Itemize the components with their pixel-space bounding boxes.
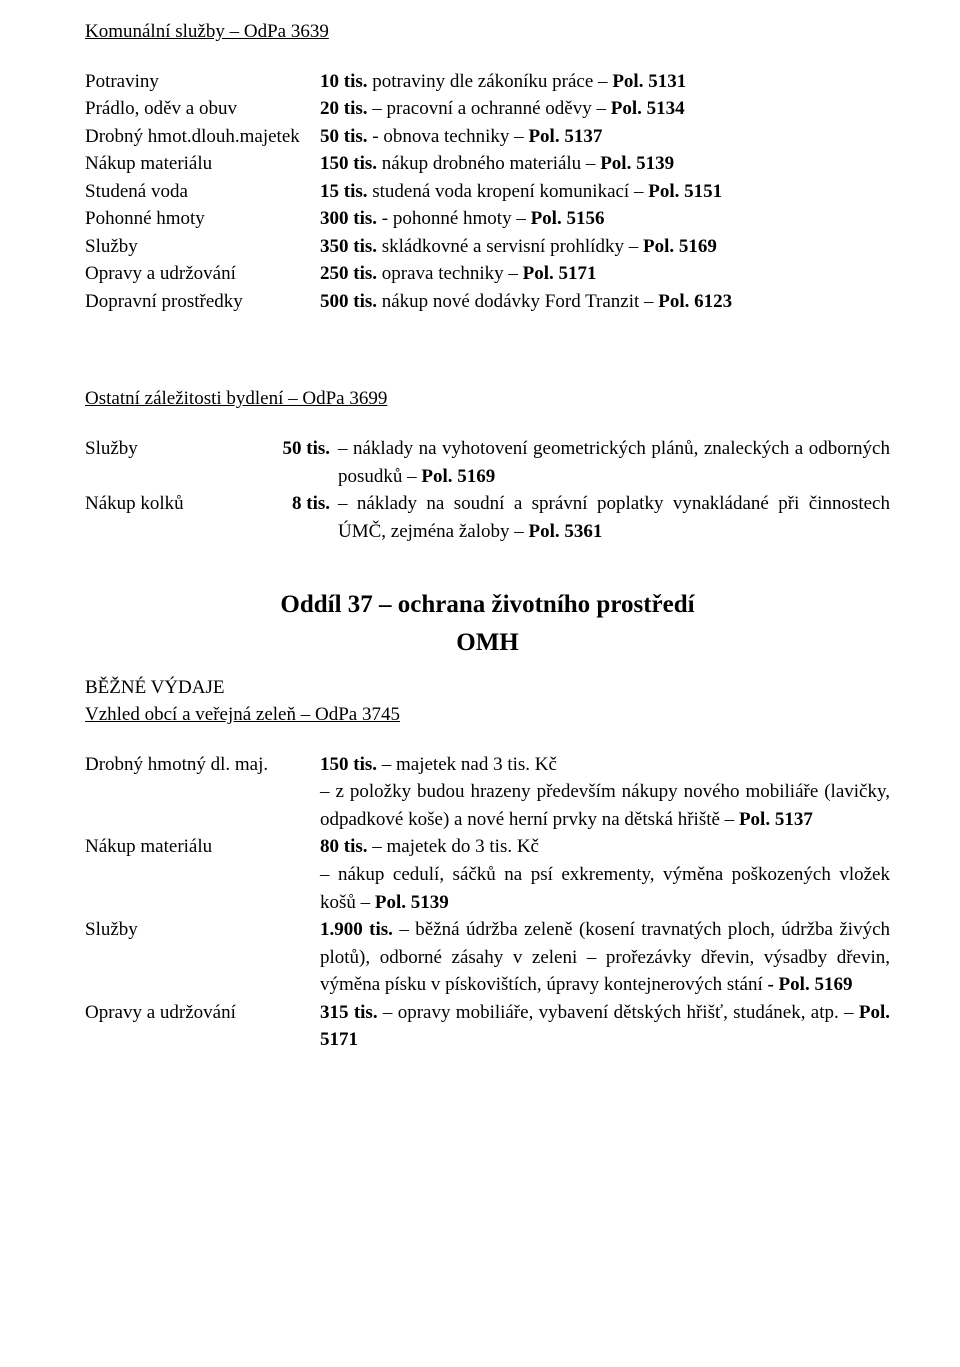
- row-description: – náklady na vyhotovení geometrických pl…: [338, 435, 890, 490]
- table-row: Dopravní prostředky500 tis. nákup nové d…: [85, 288, 890, 316]
- row-label: Opravy a udržování: [85, 260, 320, 288]
- table-row: Studená voda15 tis. studená voda kropení…: [85, 178, 890, 206]
- row-description: 300 tis. - pohonné hmoty – Pol. 5156: [320, 205, 890, 233]
- row-amount: 8 tis.: [260, 490, 338, 518]
- row-description: 20 tis. – pracovní a ochranné oděvy – Po…: [320, 95, 890, 123]
- table-row: Potraviny10 tis. potraviny dle zákoníku …: [85, 68, 890, 96]
- row-description: 350 tis. skládkovné a servisní prohlídky…: [320, 233, 890, 261]
- row-description: 80 tis. – majetek do 3 tis. Kč– nákup ce…: [320, 833, 890, 916]
- row-label: Potraviny: [85, 68, 320, 96]
- row-label: Prádlo, oděv a obuv: [85, 95, 320, 123]
- row-label: Opravy a udržování: [85, 999, 320, 1027]
- row-description: 1.900 tis. – běžná údržba zeleně (kosení…: [320, 916, 890, 999]
- row-description: 50 tis. - obnova techniky – Pol. 5137: [320, 123, 890, 151]
- row-label: Nákup materiálu: [85, 833, 320, 861]
- row-description: 500 tis. nákup nové dodávky Ford Tranzit…: [320, 288, 890, 316]
- table-row: Drobný hmotný dl. maj.150 tis. – majetek…: [85, 751, 890, 834]
- row-label: Nákup kolků: [85, 490, 260, 518]
- table-row: Nákup kolků8 tis.– náklady na soudní a s…: [85, 490, 890, 545]
- table-row: Služby1.900 tis. – běžná údržba zeleně (…: [85, 916, 890, 999]
- row-description: 10 tis. potraviny dle zákoníku práce – P…: [320, 68, 890, 96]
- row-label: Služby: [85, 916, 320, 944]
- document-page: Komunální služby – OdPa 3639 Potraviny10…: [0, 0, 960, 1367]
- table-row: Služby50 tis.– náklady na vyhotovení geo…: [85, 435, 890, 490]
- table-row: Prádlo, oděv a obuv20 tis. – pracovní a …: [85, 95, 890, 123]
- row-label: Služby: [85, 233, 320, 261]
- table-row: Opravy a udržování315 tis. – opravy mobi…: [85, 999, 890, 1054]
- row-description: – náklady na soudní a správní poplatky v…: [338, 490, 890, 545]
- section-title: Ostatní záležitosti bydlení – OdPa 3699: [85, 385, 890, 413]
- section-title: Komunální služby – OdPa 3639: [85, 18, 890, 46]
- row-label: Služby: [85, 435, 260, 463]
- row-label: Pohonné hmoty: [85, 205, 320, 233]
- row-label: Studená voda: [85, 178, 320, 206]
- row-description: 250 tis. oprava techniky – Pol. 5171: [320, 260, 890, 288]
- row-description: 150 tis. nákup drobného materiálu – Pol.…: [320, 150, 890, 178]
- table-row: Nákup materiálu80 tis. – majetek do 3 ti…: [85, 833, 890, 916]
- section-title: Vzhled obcí a veřejná zeleň – OdPa 3745: [85, 701, 890, 729]
- row-description: 315 tis. – opravy mobiliáře, vybavení dě…: [320, 999, 890, 1054]
- table-row: Nákup materiálu150 tis. nákup drobného m…: [85, 150, 890, 178]
- table-row: Služby350 tis. skládkovné a servisní pro…: [85, 233, 890, 261]
- section1-table: Potraviny10 tis. potraviny dle zákoníku …: [85, 68, 890, 316]
- section3-table: Drobný hmotný dl. maj.150 tis. – majetek…: [85, 751, 890, 1054]
- section2-table: Služby50 tis.– náklady na vyhotovení geo…: [85, 435, 890, 545]
- table-row: Pohonné hmoty300 tis. - pohonné hmoty – …: [85, 205, 890, 233]
- row-label: Drobný hmotný dl. maj.: [85, 751, 320, 779]
- table-row: Opravy a udržování250 tis. oprava techni…: [85, 260, 890, 288]
- row-amount: 50 tis.: [260, 435, 338, 463]
- table-row: Drobný hmot.dlouh.majetek50 tis. - obnov…: [85, 123, 890, 151]
- row-label: Nákup materiálu: [85, 150, 320, 178]
- row-description: 150 tis. – majetek nad 3 tis. Kč– z polo…: [320, 751, 890, 834]
- expenses-label: BĚŽNÉ VÝDAJE: [85, 674, 890, 702]
- row-description: 15 tis. studená voda kropení komunikací …: [320, 178, 890, 206]
- chapter-title: Oddíl 37 – ochrana životního prostředí: [85, 587, 890, 623]
- chapter-subtitle: OMH: [85, 625, 890, 661]
- row-label: Drobný hmot.dlouh.majetek: [85, 123, 320, 151]
- row-label: Dopravní prostředky: [85, 288, 320, 316]
